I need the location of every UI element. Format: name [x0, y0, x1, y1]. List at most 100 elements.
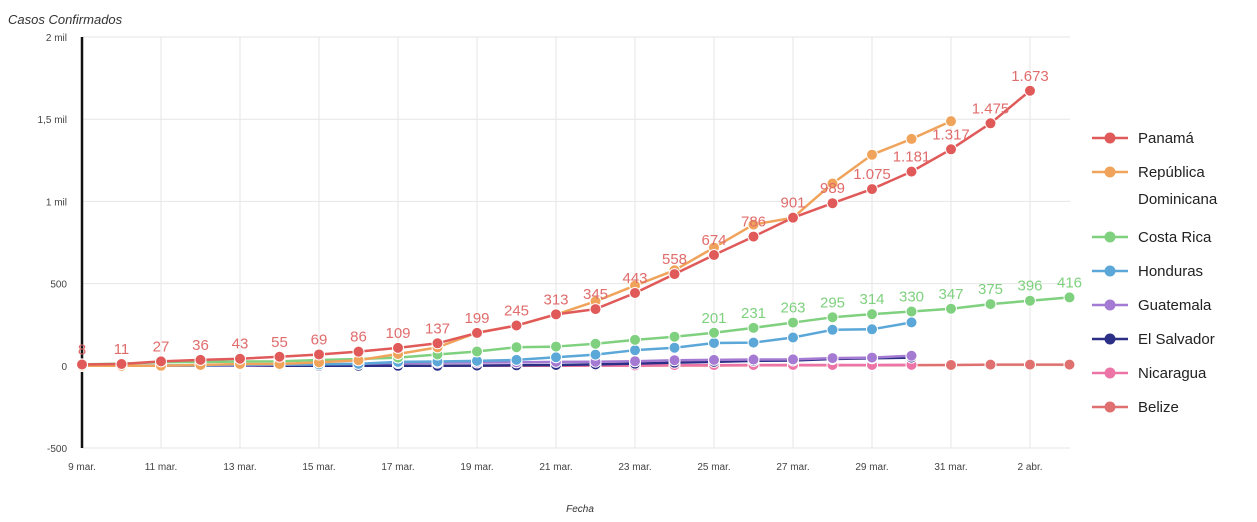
x-tick-label: 27 mar.: [776, 462, 809, 473]
data-point: [708, 353, 720, 366]
data-point: [905, 165, 918, 178]
x-tick-label: 13 mar.: [223, 462, 256, 473]
x-axis-title: Fecha: [566, 504, 594, 515]
data-label: 313: [543, 291, 568, 308]
data-label: 1.181: [893, 149, 931, 166]
x-tick-label: 9 mar.: [68, 462, 96, 473]
legend-swatch-dot: [1104, 265, 1116, 277]
data-point: [471, 345, 483, 358]
x-tick-label: 31 mar.: [934, 462, 967, 473]
data-point: [668, 330, 681, 343]
x-tick-label: 21 mar.: [539, 462, 572, 473]
data-label: 1.475: [972, 100, 1010, 117]
data-point: [866, 351, 878, 364]
data-point: [471, 326, 483, 339]
data-point: [1024, 84, 1036, 97]
data-point: [708, 326, 720, 339]
data-label: 27: [153, 338, 170, 355]
y-tick-label: 500: [50, 280, 67, 291]
data-point: [747, 321, 760, 334]
legend-label: Belize: [1138, 399, 1179, 416]
legend-label: Panamá: [1138, 130, 1195, 147]
legend-label: Nicaragua: [1138, 365, 1207, 382]
y-tick-label: 1 mil: [46, 197, 67, 208]
data-point: [1063, 358, 1076, 371]
data-label: 231: [741, 305, 766, 322]
data-point: [866, 308, 878, 321]
data-label: 1.673: [1011, 68, 1049, 85]
x-tick-label: 19 mar.: [460, 462, 493, 473]
data-label: 137: [425, 320, 450, 337]
data-point: [866, 323, 878, 336]
x-tick-label: 29 mar.: [855, 462, 888, 473]
data-point: [589, 303, 602, 316]
data-point: [1024, 358, 1036, 371]
data-point: [984, 117, 997, 130]
legend-swatch-dot: [1104, 132, 1116, 144]
legend-label: Guatemala: [1138, 297, 1212, 314]
legend-swatch-dot: [1104, 367, 1116, 379]
y-tick-label: 0: [61, 362, 67, 373]
data-point: [747, 336, 760, 349]
data-point: [510, 319, 523, 332]
data-point: [826, 352, 839, 365]
x-tick-label: 23 mar.: [618, 462, 651, 473]
data-point: [945, 302, 957, 315]
data-label: 396: [1017, 278, 1042, 295]
data-point: [510, 353, 523, 366]
data-point: [234, 352, 246, 365]
data-point: [787, 316, 799, 329]
data-point: [76, 358, 88, 371]
legend-label: Costa Rica: [1138, 229, 1212, 246]
data-label: 1.075: [853, 166, 891, 183]
legend-label: El Salvador: [1138, 331, 1215, 348]
data-label: 674: [701, 232, 726, 249]
x-tick-label: 25 mar.: [697, 462, 730, 473]
data-label: 786: [741, 214, 766, 231]
data-point: [866, 148, 878, 161]
data-label: 86: [350, 329, 367, 346]
data-point: [629, 286, 641, 299]
data-point: [550, 351, 562, 364]
data-label: 11: [114, 341, 130, 358]
data-point: [668, 341, 681, 354]
data-point: [708, 336, 720, 349]
data-label: 55: [271, 334, 288, 351]
y-tick-label: -500: [47, 444, 67, 455]
legend-label: Dominicana: [1138, 191, 1218, 208]
legend-swatch-dot: [1104, 401, 1116, 413]
data-label: 375: [978, 281, 1003, 298]
data-label: 347: [938, 286, 963, 303]
y-axis-title: Casos Confirmados: [8, 12, 123, 27]
data-point: [431, 337, 444, 350]
legend-swatch-dot: [1104, 333, 1116, 345]
data-point: [826, 311, 839, 324]
data-point: [550, 340, 562, 353]
data-point: [589, 348, 602, 361]
data-point: [866, 183, 878, 196]
data-label: 416: [1057, 274, 1082, 291]
data-label: 8: [78, 341, 86, 358]
data-point: [510, 341, 523, 354]
x-tick-label: 2 abr.: [1017, 462, 1042, 473]
series-line: [81, 296, 1070, 366]
data-point: [194, 353, 207, 366]
data-label: 901: [780, 195, 805, 212]
legend-swatch-dot: [1104, 231, 1116, 243]
data-point: [1063, 291, 1076, 304]
y-tick-label: 2 mil: [46, 33, 67, 44]
data-point: [787, 211, 799, 224]
data-label: 330: [899, 289, 924, 306]
data-point: [550, 308, 562, 321]
data-label: 69: [311, 331, 328, 348]
data-point: [273, 350, 286, 363]
data-point: [826, 323, 839, 336]
x-tick-label: 11 mar.: [145, 462, 178, 473]
data-point: [984, 298, 997, 311]
data-label: 989: [820, 180, 845, 197]
data-point: [115, 357, 128, 370]
x-tick-label: 15 mar.: [302, 462, 335, 473]
data-point: [747, 218, 760, 231]
